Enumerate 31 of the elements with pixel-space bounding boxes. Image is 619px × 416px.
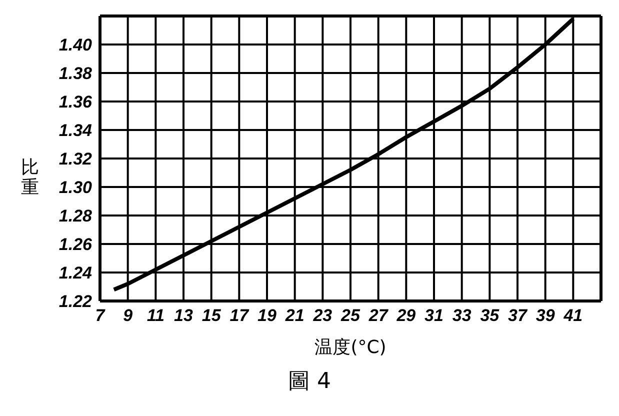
- x-tick-label: 37: [508, 306, 528, 326]
- x-tick-label: 25: [340, 306, 360, 326]
- x-tick-label: 31: [424, 306, 444, 326]
- y-tick-label: 1.26: [58, 235, 93, 254]
- x-tick-label: 19: [258, 306, 277, 326]
- y-axis-title: 比重: [20, 157, 40, 198]
- x-tick-label: 41: [562, 306, 583, 326]
- x-tick-label: 23: [312, 306, 333, 326]
- x-tick-label: 9: [123, 306, 134, 326]
- y-tick-label: 1.32: [58, 150, 93, 169]
- y-tick-label: 1.38: [58, 64, 93, 84]
- y-tick-label: 1.24: [58, 264, 93, 283]
- x-tick-label: 29: [396, 306, 416, 326]
- x-axis-title: 温度(°C): [314, 337, 386, 358]
- x-tick-label: 27: [368, 306, 390, 326]
- x-tick-label: 17: [230, 306, 250, 326]
- y-tick-label: 1.30: [58, 178, 93, 198]
- y-tick-label: 1.34: [58, 121, 93, 140]
- x-tick-label: 39: [536, 306, 556, 326]
- y-tick-label: 1.36: [58, 92, 93, 112]
- x-tick-label: 11: [146, 306, 164, 326]
- y-tick-label: 1.40: [58, 36, 93, 55]
- x-tick-label: 13: [174, 306, 194, 326]
- x-tick-label: 15: [202, 306, 222, 326]
- x-tick-label: 7: [95, 306, 106, 326]
- text: 圖 4: [287, 368, 332, 396]
- y-tick-label: 1.28: [58, 206, 93, 226]
- x-tick-label: 35: [480, 306, 500, 326]
- y-tick-label: 1.22: [58, 292, 93, 312]
- x-tick-label: 33: [452, 306, 472, 326]
- x-tick-label: 21: [284, 306, 304, 326]
